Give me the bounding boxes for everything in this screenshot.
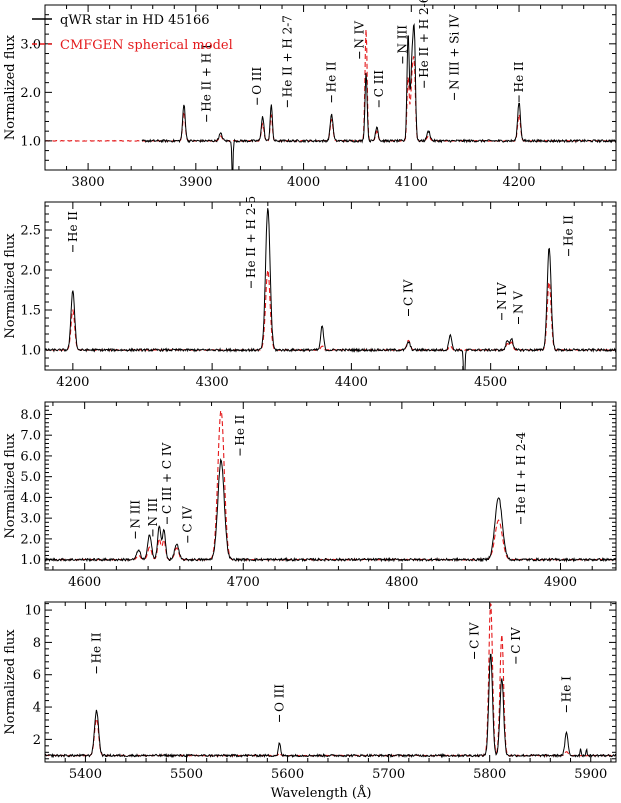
line-id-label: He I	[559, 676, 573, 702]
y-tick-label: 1.0	[20, 134, 41, 149]
axes-frame	[44, 401, 617, 571]
y-tick-label: 4.0	[20, 491, 41, 506]
y-tick-label: 3.0	[20, 37, 41, 52]
x-tick-label: 5500	[170, 767, 203, 782]
x-tick-label: 4000	[287, 175, 320, 190]
x-tick-label: 5600	[271, 767, 304, 782]
x-tick-label: 4600	[68, 575, 101, 590]
model-spectrum-line	[45, 602, 616, 757]
line-id-label: C III + C IV	[160, 442, 174, 514]
line-id-label: He II	[66, 211, 80, 242]
line-id-label: N V	[512, 291, 526, 314]
line-id-label: He II	[512, 61, 526, 92]
line-id-label: He II	[562, 215, 576, 246]
line-id-label: He II	[90, 632, 104, 663]
legend: qWR star in HD 45166 CMFGEN spherical mo…	[32, 13, 233, 53]
line-id-label: He II	[233, 414, 247, 445]
x-tick-label: 4500	[474, 375, 507, 390]
y-tick-label: 8	[33, 636, 41, 651]
line-id-label: N III	[396, 25, 410, 54]
x-tick-label: 4700	[227, 575, 260, 590]
y-tick-label: 4	[33, 701, 41, 716]
y-tick-label: 1.0	[20, 344, 41, 359]
x-tick-label: 4200	[502, 175, 535, 190]
y-axis-label: Normalized flux	[3, 34, 18, 140]
observed-spectrum-line	[45, 653, 616, 759]
panels-group: 3800 3900 4000 4100 42001.02.03.0Normalized …	[3, 0, 617, 782]
x-tick-label: 4300	[196, 375, 229, 390]
line-id-label: C IV	[401, 279, 415, 306]
line-id-label: N III	[146, 498, 160, 527]
line-id-label: N III + Si IV	[447, 14, 461, 90]
y-tick-label: 6.0	[20, 449, 41, 464]
observed-spectrum-line	[141, 22, 616, 170]
x-tick-label: 3900	[179, 175, 212, 190]
y-tick-label: 2.0	[20, 264, 41, 279]
legend-label-model: CMFGEN spherical model	[60, 38, 233, 53]
axes-frame	[44, 4, 617, 171]
x-tick-label: 5400	[69, 767, 102, 782]
line-id-label: He II + H I	[200, 44, 214, 112]
model-spectrum-line	[45, 409, 616, 561]
y-tick-label: 6	[33, 668, 41, 683]
line-id-label: C IV	[509, 627, 523, 654]
x-tick-label: 3800	[72, 175, 105, 190]
y-axis-label: Normalized flux	[3, 629, 18, 735]
line-id-label: C III	[372, 70, 386, 97]
y-tick-label: 1.5	[20, 304, 41, 319]
observed-spectrum-line	[45, 208, 616, 370]
axes-frame	[44, 601, 617, 763]
y-axis-label: Normalized flux	[3, 433, 18, 539]
x-tick-label: 4400	[335, 375, 368, 390]
x-tick-label: 5900	[574, 767, 607, 782]
panel-1: 3800 3900 4000 4100 4200 1.0 2.0 3.0Normalized …	[3, 0, 617, 190]
line-id-label: C IV	[468, 622, 482, 649]
line-id-label: He II	[325, 61, 339, 92]
x-tick-label: 4200	[56, 375, 89, 390]
y-tick-label: 5.0	[20, 470, 41, 485]
line-id-label: He II + H 2-4	[514, 431, 528, 514]
line-id-label: N III	[128, 500, 142, 529]
line-id-label: C IV	[181, 506, 195, 533]
y-axis-label: Normalized flux	[3, 233, 18, 339]
y-tick-label: 2	[33, 733, 41, 748]
y-tick-label: 1.0	[20, 553, 41, 568]
observed-spectrum-line	[45, 458, 616, 563]
line-id-label: He II + H 2-7	[280, 15, 294, 97]
line-id-label: O III	[272, 684, 286, 712]
x-tick-label: 5700	[372, 767, 405, 782]
line-id-label: N IV	[495, 282, 509, 310]
panel-4: 5400 5500 5600 5700 5800 5900 2 4 6 8 10 Normalized…	[3, 601, 617, 782]
line-id-label: N IV	[353, 21, 367, 49]
line-id-label: O III	[250, 67, 264, 95]
y-tick-label: 2.0	[20, 86, 41, 101]
y-tick-label: 2.5	[20, 224, 41, 239]
x-tick-label: 4900	[544, 575, 577, 590]
axes-frame	[44, 201, 617, 371]
y-tick-label: 2.0	[20, 532, 41, 547]
x-tick-label: 4100	[395, 175, 428, 190]
y-tick-label: 3.0	[20, 512, 41, 527]
x-axis-label: Wavelength (Å)	[271, 785, 372, 801]
model-spectrum-line	[45, 269, 616, 352]
x-tick-label: 5800	[473, 767, 506, 782]
y-tick-label: 7.0	[20, 429, 41, 444]
line-id-label: He II + H 2-5	[244, 196, 258, 278]
legend-label-observed: qWR star in HD 45166	[60, 13, 210, 28]
panel-3: 4600 4700 4800 4900 1.0 2.0 3.0 4.0 5.0 6.0 7.0 8.0…	[3, 401, 617, 590]
line-id-label: He II + H 2-6	[417, 0, 431, 78]
y-tick-label: 10	[24, 604, 41, 619]
y-tick-label: 8.0	[20, 408, 41, 423]
x-tick-label: 4800	[385, 575, 418, 590]
